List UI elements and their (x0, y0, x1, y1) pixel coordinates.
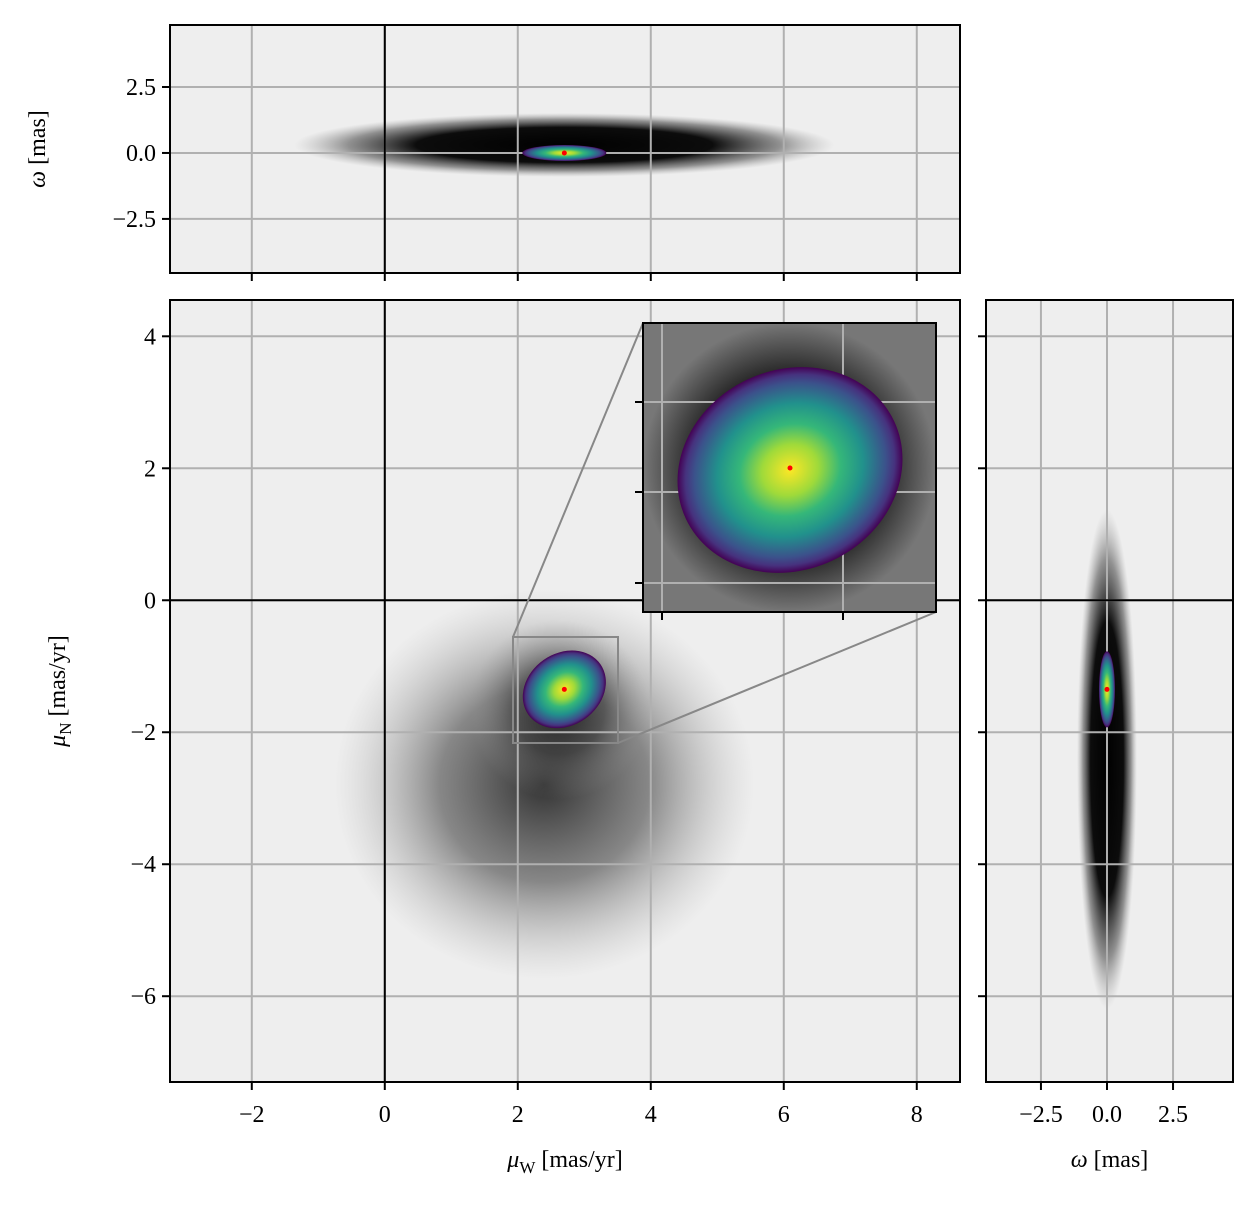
label-symbol: ω (1071, 1147, 1088, 1173)
label-unit: [mas] (25, 110, 51, 165)
x-tick-label: −2.5 (1019, 1102, 1063, 1128)
y-tick-label: −4 (130, 852, 156, 878)
y-tick-label: 0 (144, 588, 156, 614)
zoom-connector (512, 322, 644, 638)
zoom-connector (617, 611, 937, 744)
label-unit: [mas/yr] (45, 635, 71, 716)
y-tick-label: 0.0 (126, 141, 156, 167)
y-tick-label: −2.5 (112, 207, 156, 233)
label-unit: [mas/yr] (541, 1147, 622, 1173)
inset-frame (642, 322, 937, 613)
panel: −2.5 0.0 2.5 ω [mas] (25, 24, 961, 281)
axis-label: ω[mas] (1071, 1147, 1149, 1173)
plot-area (986, 300, 1233, 1082)
axis-label: μN [mas/yr] (45, 635, 75, 748)
y-tick-label: 2 (144, 456, 156, 482)
y-tick-label: −2 (130, 720, 156, 746)
zoom-inset (512, 322, 937, 744)
point (561, 150, 567, 156)
x-tick-label: 0 (379, 1102, 391, 1128)
inset-point (787, 465, 793, 471)
plot-area (170, 25, 960, 273)
zoom-box (512, 636, 619, 744)
x-tick-label: 2 (512, 1102, 524, 1128)
y-tick-label: −6 (130, 984, 156, 1010)
label-subscript: N (56, 722, 75, 734)
axis-label: ω [mas] (25, 110, 51, 188)
x-tick-label: 4 (645, 1102, 657, 1128)
y-tick-label: 2.5 (126, 75, 156, 101)
label-symbol: μ (45, 735, 71, 748)
x-tick-label: 6 (778, 1102, 790, 1128)
frame (985, 299, 1234, 1083)
x-tick-label: −2 (239, 1102, 265, 1128)
inset-ticks (635, 401, 844, 620)
label-unit: [mas] (1094, 1147, 1149, 1173)
x-tick-label: 2.5 (1158, 1102, 1188, 1128)
y-tick-label: 4 (144, 324, 156, 350)
frame (169, 299, 961, 1083)
x-tick-label: 8 (911, 1102, 923, 1128)
label-symbol: ω (25, 171, 51, 188)
label-subscript: W (519, 1158, 536, 1177)
panel: −2.5 0.0 2.5 ω[mas] (978, 299, 1234, 1173)
point (561, 686, 567, 692)
x-tick-label: 0.0 (1092, 1102, 1122, 1128)
axis-label: μW [mas/yr] (506, 1147, 622, 1177)
frame (169, 24, 961, 274)
label-symbol: μ (506, 1147, 519, 1173)
point (1104, 686, 1110, 692)
